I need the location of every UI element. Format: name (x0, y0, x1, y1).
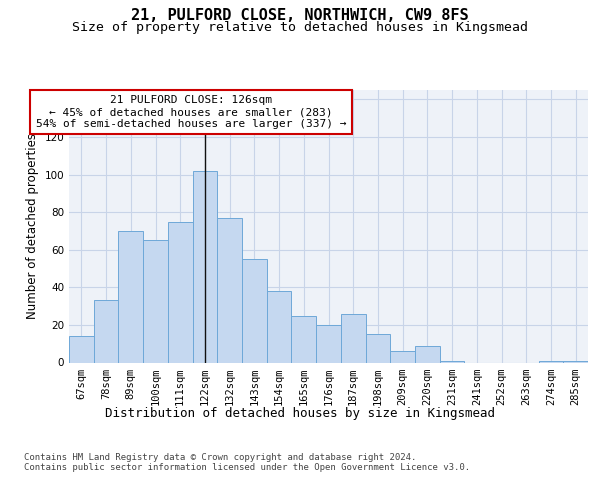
Bar (94, 300, 118, 362)
Text: 21 PULFORD CLOSE: 126sqm
← 45% of detached houses are smaller (283)
54% of semi-: 21 PULFORD CLOSE: 126sqm ← 45% of detach… (36, 96, 346, 128)
Text: Size of property relative to detached houses in Kingsmead: Size of property relative to detached ho… (72, 21, 528, 34)
Bar (415, 346, 440, 362)
Bar (118, 231, 143, 362)
Text: Distribution of detached houses by size in Kingsmead: Distribution of detached houses by size … (105, 408, 495, 420)
Bar (292, 316, 316, 362)
Y-axis label: Number of detached properties: Number of detached properties (26, 133, 39, 320)
Bar (143, 240, 168, 362)
Bar (390, 351, 415, 362)
Bar (242, 259, 267, 362)
Text: 21, PULFORD CLOSE, NORTHWICH, CW9 8FS: 21, PULFORD CLOSE, NORTHWICH, CW9 8FS (131, 8, 469, 22)
Bar (365, 334, 390, 362)
Bar (341, 314, 365, 362)
Bar (316, 325, 341, 362)
Bar (563, 360, 588, 362)
Bar (440, 360, 464, 362)
Bar (69, 336, 94, 362)
Bar (168, 222, 193, 362)
Bar (217, 218, 242, 362)
Text: Contains HM Land Registry data © Crown copyright and database right 2024.
Contai: Contains HM Land Registry data © Crown c… (24, 452, 470, 472)
Bar (267, 291, 292, 362)
Bar (193, 171, 217, 362)
Bar (539, 360, 563, 362)
